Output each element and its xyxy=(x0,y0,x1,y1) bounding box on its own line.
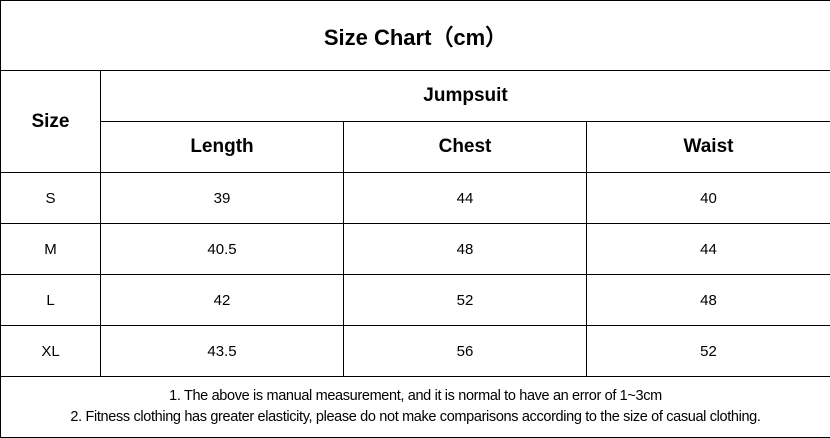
chest-header: Chest xyxy=(344,122,587,173)
length-cell: 39 xyxy=(101,173,344,224)
chart-title: Size Chart（cm） xyxy=(1,1,830,71)
waist-cell: 48 xyxy=(587,275,830,326)
length-cell: 42 xyxy=(101,275,344,326)
notes: 1. The above is manual measurement, and … xyxy=(1,377,830,438)
waist-header: Waist xyxy=(587,122,830,173)
note-2: 2. Fitness clothing has greater elastici… xyxy=(1,407,830,428)
note-1: 1. The above is manual measurement, and … xyxy=(1,386,830,407)
chest-cell: 44 xyxy=(344,173,587,224)
length-cell: 43.5 xyxy=(101,326,344,377)
size-cell: M xyxy=(1,224,101,275)
table-row: XL 43.5 56 52 xyxy=(1,326,830,377)
length-header: Length xyxy=(101,122,344,173)
size-cell: XL xyxy=(1,326,101,377)
size-cell: L xyxy=(1,275,101,326)
size-header: Size xyxy=(1,71,101,173)
jumpsuit-header: Jumpsuit xyxy=(101,71,830,122)
size-cell: S xyxy=(1,173,101,224)
waist-cell: 52 xyxy=(587,326,830,377)
table-row: S 39 44 40 xyxy=(1,173,830,224)
table-row: L 42 52 48 xyxy=(1,275,830,326)
waist-cell: 44 xyxy=(587,224,830,275)
length-cell: 40.5 xyxy=(101,224,344,275)
table-row: M 40.5 48 44 xyxy=(1,224,830,275)
chest-cell: 56 xyxy=(344,326,587,377)
chest-cell: 52 xyxy=(344,275,587,326)
chest-cell: 48 xyxy=(344,224,587,275)
waist-cell: 40 xyxy=(587,173,830,224)
